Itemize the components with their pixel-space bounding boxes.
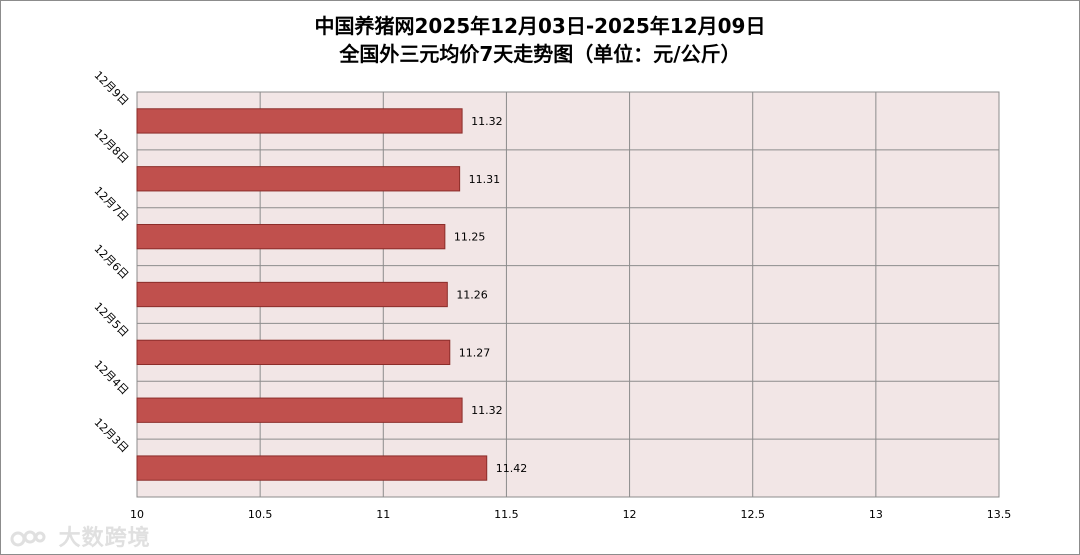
chart-title-line1: 中国养猪网2025年12月03日-2025年12月09日 (314, 14, 766, 38)
y-tick-label: 12月6日 (91, 242, 131, 282)
bar (136, 166, 461, 192)
bars (136, 108, 488, 481)
data-label: 11.27 (459, 346, 491, 359)
x-tick-label: 10.5 (248, 508, 273, 521)
data-label: 11.25 (454, 231, 486, 244)
y-tick-label: 12月9日 (91, 69, 131, 109)
bar (136, 281, 448, 308)
data-label: 11.32 (471, 404, 503, 417)
bar (136, 397, 463, 423)
x-tick-label: 11 (376, 508, 390, 521)
chart-title-line2: 全国外三元均价7天走势图（单位：元/公斤） (339, 42, 741, 66)
x-tick-label: 11.5 (494, 508, 519, 521)
data-label: 11.26 (456, 289, 488, 302)
bar (136, 223, 446, 250)
y-tick-label: 12月8日 (91, 126, 131, 166)
y-tick-label: 12月3日 (91, 416, 131, 456)
grid-lines (136, 92, 1000, 497)
y-tick-label: 12月7日 (91, 184, 131, 224)
data-label: 11.31 (469, 173, 501, 186)
data-label: 11.42 (496, 462, 528, 475)
watermark: 大数跨境 (10, 520, 151, 552)
x-tick-label: 12 (623, 508, 637, 521)
bar (136, 339, 451, 366)
bar (136, 455, 488, 481)
y-tick-label: 12月5日 (91, 300, 131, 340)
y-tick-label: 12月4日 (91, 358, 131, 398)
bar (136, 108, 463, 134)
data-label: 11.32 (471, 115, 503, 128)
x-tick-label: 12.5 (740, 508, 765, 521)
chart-title: 中国养猪网2025年12月03日-2025年12月09日 全国外三元均价7天走势… (0, 12, 1080, 68)
watermark-logo-icon (10, 530, 46, 547)
x-tick-label: 13 (869, 508, 883, 521)
x-tick-label: 13.5 (987, 508, 1012, 521)
x-axis-ticks: 10 10.5 11 11.5 12 12.5 13 13.5 (130, 508, 1011, 521)
x-tick-label: 10 (130, 508, 144, 521)
watermark-text: 大数跨境 (58, 526, 151, 551)
data-labels: 11.32 11.31 11.25 11.26 11.27 11.32 11.42 (454, 115, 527, 475)
y-axis-ticks: 12月9日 12月8日 12月7日 12月6日 12月5日 12月4日 12月3日 (91, 69, 131, 456)
